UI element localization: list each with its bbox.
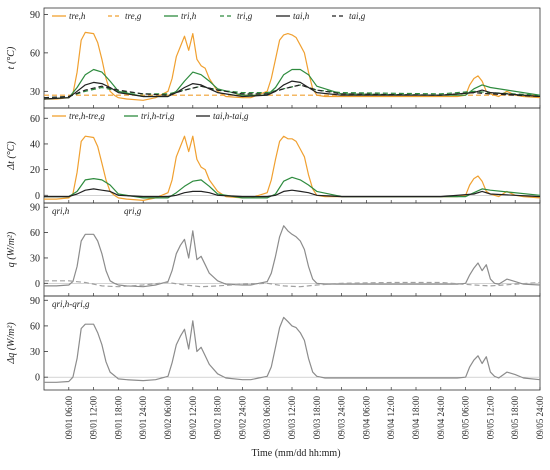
y-tick-label: 30: [30, 347, 40, 358]
y-axis-label: t (°C): [6, 46, 17, 69]
legend-entry: tai,h: [276, 11, 310, 21]
x-tick-label: 09/03 18:00: [312, 396, 322, 440]
legend-entry: tai,h-tai,g: [196, 111, 249, 121]
legend-label: tai,h-tai,g: [213, 111, 249, 121]
chart-panel: 0 30 60 90 q (W/m²) qri,h qri,g: [6, 202, 541, 297]
y-axis-label: Δt (°C): [6, 141, 17, 171]
x-tick-label: 09/02 24:00: [237, 396, 247, 440]
legend-entry: tre,h-tre,g: [52, 111, 105, 121]
series-line: [43, 80, 541, 100]
series-line: [44, 135, 541, 201]
y-tick-label: 0: [35, 191, 40, 202]
legend-label: qri,h: [52, 206, 70, 216]
series-line: [43, 84, 541, 99]
series-line: [44, 316, 541, 383]
legend-label: qri,h-qri,g: [52, 299, 90, 309]
x-tick-label: 09/03 06:00: [262, 396, 272, 440]
series-line: [43, 68, 541, 100]
y-tick-label: 60: [30, 321, 40, 332]
x-tick-label: 09/02 12:00: [188, 396, 198, 440]
x-tick-label: 09/05 06:00: [461, 396, 471, 440]
x-tick-label: 09/03 12:00: [287, 396, 297, 440]
legend-label: tai,h: [293, 11, 310, 21]
chart-panel: 30 60 90 t (°C) tre,h tre,g tri,h tri,g tai,h tai…: [6, 7, 541, 109]
x-axis-label: Time (mm/dd hh:mm): [251, 448, 340, 459]
series-line: [44, 188, 541, 198]
x-tick-label: 09/03 24:00: [337, 396, 347, 440]
series-line: [44, 225, 541, 288]
x-tick-label: 09/01 06:00: [64, 396, 74, 440]
chart-panel: 0 30 60 90 Δq (W/m²) qri,h-qri,g: [6, 295, 541, 391]
x-tick-label: 09/04 24:00: [436, 396, 446, 440]
x-tick-label: 09/02 18:00: [213, 396, 223, 440]
legend-label: tri,g: [237, 11, 253, 21]
legend-entry: tri,g: [220, 11, 253, 21]
legend-label: tre,g: [125, 11, 142, 21]
y-tick-label: 60: [30, 114, 40, 125]
x-tick-label: 09/02 06:00: [163, 396, 173, 440]
y-tick-label: 30: [30, 253, 40, 264]
y-tick-label: 40: [30, 139, 40, 150]
legend-label: tri,h: [181, 11, 197, 21]
x-tick-label: 09/05 12:00: [485, 396, 495, 440]
y-tick-label: 90: [30, 10, 40, 21]
legend-entry: qri,h-qri,g: [52, 299, 90, 309]
legend-entry: tai,g: [332, 11, 366, 21]
legend-entry: qri,g: [124, 206, 142, 216]
y-axis-label: Δq (W/m²): [6, 322, 17, 365]
y-tick-label: 20: [30, 165, 40, 176]
x-tick-label: 09/04 12:00: [386, 396, 396, 440]
y-tick-label: 0: [35, 373, 40, 384]
x-tick-label: 09/01 18:00: [113, 396, 123, 440]
x-tick-label: 09/01 12:00: [89, 396, 99, 440]
legend-entry: tre,h: [52, 11, 86, 21]
x-tick-label: 09/04 06:00: [361, 396, 371, 440]
x-tick-label: 09/05 24:00: [535, 396, 545, 440]
x-tick-label: 09/01 24:00: [138, 396, 148, 440]
y-tick-label: 90: [30, 203, 40, 214]
legend-label: qri,g: [124, 206, 142, 216]
legend-label: tre,h: [69, 11, 86, 21]
legend-entry: tri,h-tri,g: [124, 111, 175, 121]
y-tick-label: 60: [30, 48, 40, 59]
legend-label: tri,h-tri,g: [141, 111, 175, 121]
chart-panel: 0 20 40 60 Δt (°C) tre,h-tre,g tri,h-tri,g tai,…: [6, 107, 541, 204]
x-tick-label: 09/04 18:00: [411, 396, 421, 440]
legend-entry: tre,g: [108, 11, 142, 21]
y-tick-label: 60: [30, 228, 40, 239]
y-axis-label: q (W/m²): [6, 231, 17, 267]
legend-entry: qri,h: [52, 206, 70, 216]
y-tick-label: 90: [30, 296, 40, 307]
legend-label: tai,g: [349, 11, 366, 21]
legend-entry: tri,h: [164, 11, 197, 21]
legend-label: tre,h-tre,g: [69, 111, 105, 121]
y-tick-label: 0: [35, 279, 40, 290]
x-tick-label: 09/05 18:00: [510, 396, 520, 440]
series-line: [43, 84, 541, 99]
y-tick-label: 30: [30, 87, 40, 98]
plot-frame: [43, 107, 541, 204]
